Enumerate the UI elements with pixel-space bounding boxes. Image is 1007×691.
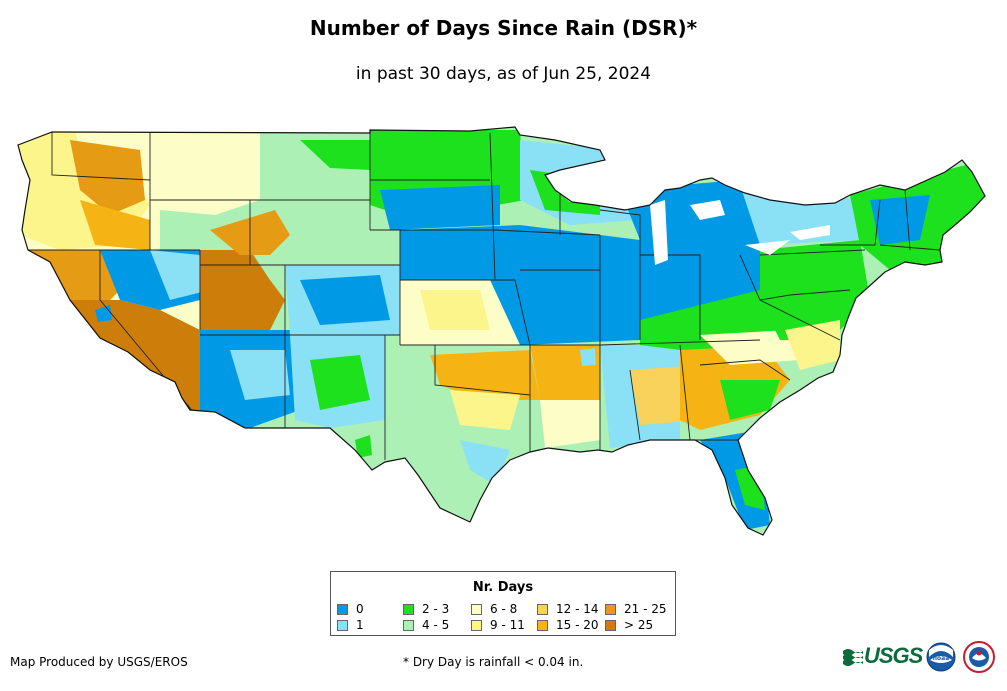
legend-swatch — [537, 604, 548, 615]
legend-item: 2 - 3 — [403, 603, 449, 615]
map-legend: Nr. Days 0 1 2 - 3 4 - 5 6 - 8 9 - 11 12… — [330, 571, 676, 636]
noaa-wordmark: noaa — [933, 655, 950, 662]
legend-label: 12 - 14 — [556, 602, 599, 616]
nws-logo — [963, 641, 995, 673]
legend-swatch — [471, 620, 482, 631]
noaa-logo: noaa — [926, 642, 956, 672]
legend-swatch — [403, 620, 414, 631]
legend-title: Nr. Days — [472, 580, 534, 595]
legend-item: 15 - 20 — [537, 619, 599, 631]
legend-item: 1 — [337, 619, 364, 631]
footnote-text: * Dry Day is rainfall < 0.04 in. — [403, 655, 584, 669]
map-title: Number of Days Since Rain (DSR)* — [309, 16, 698, 40]
legend-swatch — [605, 620, 616, 631]
map-subtitle: in past 30 days, as of Jun 25, 2024 — [355, 64, 652, 84]
usgs-wordmark: USGS — [864, 643, 923, 668]
legend-label: 15 - 20 — [556, 618, 599, 632]
dsr-map — [17, 126, 986, 536]
legend-swatch — [337, 604, 348, 615]
legend-label: 9 - 11 — [490, 618, 525, 632]
usgs-logo: USGS — [843, 642, 923, 670]
legend-label: 1 — [356, 618, 364, 632]
legend-swatch — [537, 620, 548, 631]
legend-item: 12 - 14 — [537, 603, 599, 615]
legend-swatch — [337, 620, 348, 631]
legend-label: 21 - 25 — [624, 602, 667, 616]
legend-label: 2 - 3 — [422, 602, 450, 616]
legend-item: 4 - 5 — [403, 619, 449, 631]
legend-label: 0 — [356, 602, 364, 616]
legend-label: 6 - 8 — [490, 602, 518, 616]
legend-item: > 25 — [605, 619, 653, 631]
legend-item: 9 - 11 — [471, 619, 525, 631]
credit-text: Map Produced by USGS/EROS — [10, 655, 188, 669]
legend-item: 6 - 8 — [471, 603, 517, 615]
legend-swatch — [471, 604, 482, 615]
usgs-wave-icon — [843, 649, 863, 666]
legend-item: 21 - 25 — [605, 603, 667, 615]
legend-item: 0 — [337, 603, 364, 615]
legend-swatch — [403, 604, 414, 615]
legend-swatch — [605, 604, 616, 615]
legend-label: 4 - 5 — [422, 618, 450, 632]
legend-label: > 25 — [624, 618, 654, 632]
